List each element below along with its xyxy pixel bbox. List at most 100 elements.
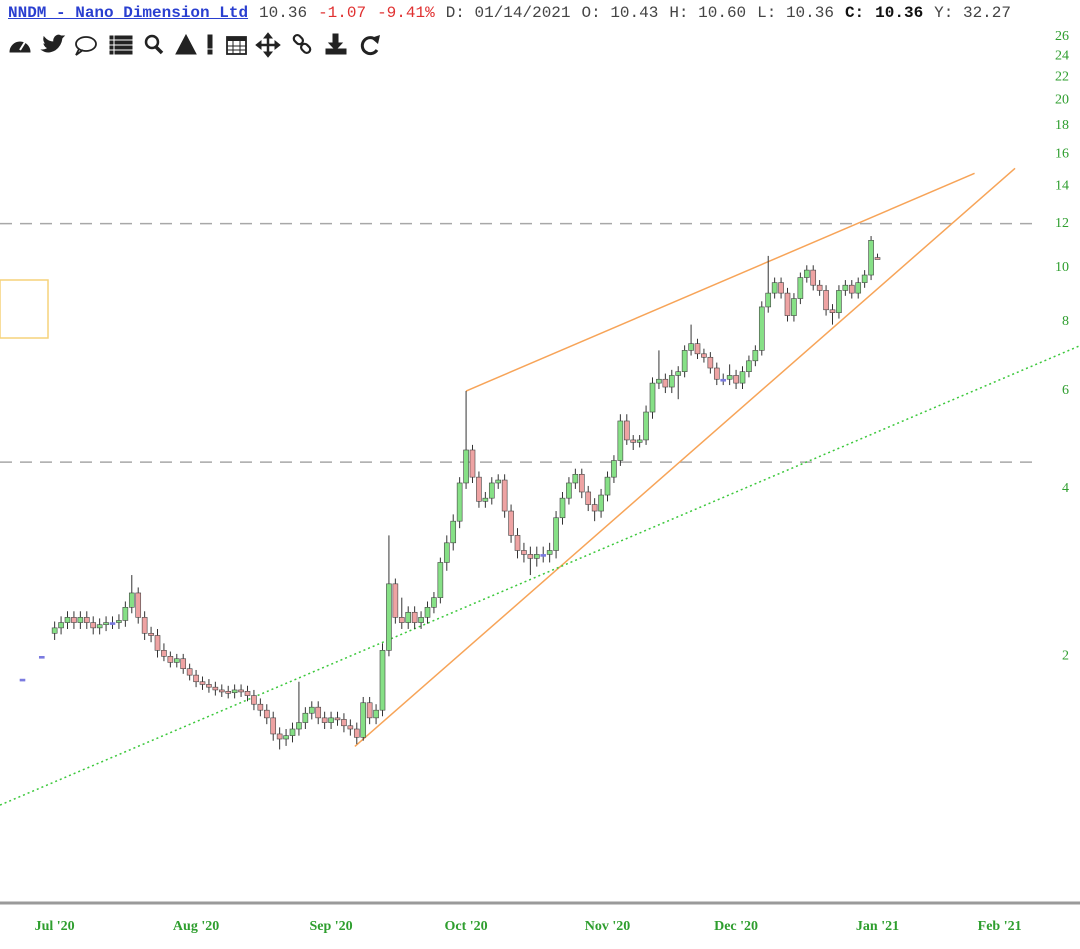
candle-body — [540, 554, 547, 557]
candle-body — [193, 674, 199, 683]
candle-body — [874, 257, 881, 260]
dashboard-icon[interactable] — [9, 41, 31, 53]
candle-body — [276, 733, 283, 740]
candle-body — [334, 717, 341, 721]
y-tick-label: 16 — [1055, 146, 1069, 161]
candle-body — [848, 284, 855, 294]
candle-body — [154, 635, 161, 651]
candle-body — [212, 686, 219, 691]
candle-body — [508, 510, 514, 536]
y-tick-label: 22 — [1055, 70, 1069, 85]
candle-body — [19, 678, 26, 682]
y-tick-label: 10 — [1055, 260, 1069, 275]
candle-body — [161, 650, 167, 657]
candle-body — [366, 702, 373, 719]
candle-body — [411, 611, 418, 623]
candle-body — [649, 382, 656, 413]
candle-body — [636, 439, 643, 443]
candle-body — [443, 542, 450, 563]
quote-item: L: 10.36 — [757, 4, 834, 22]
alert-icon[interactable] — [207, 34, 213, 55]
candle-body — [476, 476, 482, 502]
candle-body — [675, 371, 682, 376]
candle-body — [244, 691, 251, 696]
candle-body — [135, 592, 142, 618]
candle-body — [855, 282, 862, 294]
search-icon[interactable] — [144, 34, 164, 55]
candle-body — [707, 356, 714, 369]
candle-body — [784, 292, 791, 316]
candle-body — [643, 411, 649, 441]
candle-body — [713, 367, 720, 380]
candle-body — [206, 684, 212, 688]
refresh-icon[interactable] — [360, 35, 380, 56]
y-tick-label: 20 — [1055, 93, 1069, 108]
candle-body — [598, 494, 604, 512]
triangle-icon[interactable] — [175, 33, 197, 55]
candle-body — [231, 689, 238, 694]
twitter-icon[interactable] — [40, 34, 66, 53]
toolbar — [9, 32, 380, 58]
symbol-link[interactable]: NNDM - Nano Dimension Ltd — [8, 4, 249, 22]
candle-body — [173, 658, 180, 663]
candle-body — [386, 583, 392, 651]
candle-body — [218, 689, 225, 693]
calendar-icon[interactable] — [226, 36, 247, 55]
candle-body — [604, 476, 611, 496]
y-tick-label: 24 — [1055, 49, 1069, 64]
download-icon[interactable] — [325, 33, 347, 55]
candle-body — [463, 449, 469, 484]
list-icon[interactable] — [109, 35, 133, 55]
candle-body — [238, 689, 244, 693]
y-tick-label: 6 — [1062, 383, 1069, 398]
candle-body — [71, 617, 77, 623]
candle-body — [791, 298, 797, 316]
candle-body — [315, 706, 322, 719]
quote-item: -1.07 — [318, 4, 367, 22]
move-icon[interactable] — [255, 32, 281, 58]
candle-body — [148, 632, 154, 636]
trend-line — [354, 167, 1016, 747]
candle-body — [578, 473, 585, 493]
candle-body — [726, 375, 733, 380]
candle-body — [559, 497, 566, 519]
x-tick-label: Jul '20 — [35, 919, 75, 934]
y-tick-label: 4 — [1062, 481, 1069, 496]
candle-body — [373, 709, 379, 719]
candle-body — [360, 702, 367, 738]
candle-body — [861, 274, 868, 283]
candle-body — [418, 617, 424, 623]
candle-body — [347, 725, 354, 730]
candle-body — [746, 360, 752, 373]
candle-body — [739, 371, 746, 384]
candle-body — [251, 695, 257, 705]
candle-body — [469, 449, 476, 478]
quote-item: D: 01/14/2021 — [445, 4, 571, 22]
candle-body — [257, 703, 264, 711]
candle-body — [495, 479, 502, 484]
candle-body — [816, 284, 823, 291]
candle-body — [842, 284, 849, 291]
candle-body — [38, 656, 45, 659]
quote-item: 10.36 — [875, 4, 924, 22]
candle-body — [585, 491, 592, 505]
candle-body — [77, 617, 84, 623]
candle-body — [501, 479, 508, 512]
candle-body — [771, 282, 778, 294]
candle-body — [328, 717, 334, 723]
x-tick-label: Nov '20 — [585, 919, 631, 934]
candle-body — [778, 282, 784, 294]
link-icon[interactable] — [292, 33, 312, 55]
candle-body — [681, 350, 688, 373]
comment-icon[interactable] — [75, 36, 97, 56]
candle-body — [823, 290, 829, 311]
candle-body — [270, 717, 277, 735]
candle-body — [546, 550, 553, 555]
y-tick-label: 12 — [1055, 216, 1069, 231]
candle-body — [630, 439, 637, 443]
candle-body — [96, 624, 103, 629]
quote-item: O: 10.43 — [581, 4, 659, 22]
y-tick-label: 2 — [1062, 649, 1069, 664]
candle-body — [553, 517, 559, 551]
